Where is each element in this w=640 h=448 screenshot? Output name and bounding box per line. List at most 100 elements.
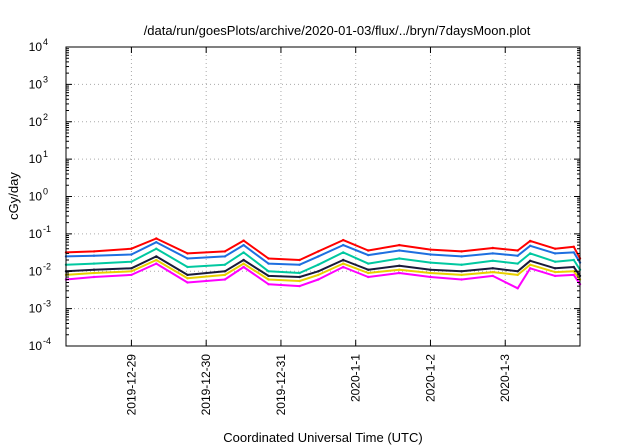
data-point <box>298 263 301 266</box>
data-point <box>491 274 494 278</box>
data-point <box>529 239 532 243</box>
data-point <box>242 239 245 242</box>
data-point <box>267 283 270 286</box>
data-point <box>186 277 189 280</box>
data-point <box>186 265 189 269</box>
y-tick-exponent: -3 <box>43 299 51 309</box>
data-point <box>342 243 345 247</box>
data-point <box>553 247 557 250</box>
data-point <box>398 264 401 267</box>
data-point <box>429 261 432 264</box>
data-point <box>398 268 401 271</box>
data-point <box>92 254 96 257</box>
y-tick-label: 10 <box>29 40 43 54</box>
data-point <box>529 263 532 266</box>
y-tick-label: 10 <box>29 302 43 316</box>
data-point <box>460 273 463 277</box>
data-point <box>460 278 463 281</box>
data-point <box>553 267 557 270</box>
data-point <box>572 265 575 269</box>
data-point <box>516 262 519 265</box>
data-point <box>130 260 133 263</box>
data-point <box>367 271 370 275</box>
data-point <box>367 268 370 271</box>
data-point <box>398 243 401 247</box>
y-tick-exponent: -2 <box>43 261 51 271</box>
data-point <box>342 258 345 262</box>
data-point <box>186 273 189 277</box>
data-point <box>242 243 245 247</box>
x-tick-label: 2019-12-31 <box>274 354 288 416</box>
data-point <box>529 267 532 270</box>
data-point <box>267 278 270 281</box>
data-point <box>155 262 158 265</box>
data-point <box>491 252 494 255</box>
data-point <box>130 267 133 270</box>
data-point <box>491 246 494 250</box>
data-point <box>491 259 494 262</box>
data-point <box>460 263 463 266</box>
data-point <box>298 258 301 262</box>
data-point <box>553 274 557 278</box>
data-point <box>155 258 158 262</box>
data-point <box>223 263 227 266</box>
data-point <box>516 287 519 290</box>
x-tick-label: 2019-12-30 <box>199 354 213 416</box>
y-axis-label: cGy/day <box>6 172 21 220</box>
data-point <box>367 262 370 265</box>
y-tick-label: 10 <box>29 264 43 278</box>
data-point <box>130 273 133 277</box>
data-point <box>317 278 320 281</box>
grid-lines <box>66 47 580 346</box>
y-tick-label: 10 <box>29 115 43 129</box>
data-point <box>317 255 320 258</box>
data-point <box>92 268 96 271</box>
y-tick-exponent: -1 <box>43 224 51 234</box>
y-tick-exponent: 2 <box>43 112 48 122</box>
data-point <box>92 262 96 265</box>
data-point <box>242 251 245 254</box>
data-point <box>429 253 432 256</box>
data-point <box>429 268 432 271</box>
data-point <box>155 247 158 250</box>
data-point <box>317 273 320 277</box>
data-point <box>267 262 270 265</box>
data-point <box>529 244 532 247</box>
data-point <box>342 262 345 265</box>
y-tick-exponent: 3 <box>43 74 48 84</box>
data-point <box>367 253 370 257</box>
x-axis-ticks: 2019-12-29 2019-12-30 2019-12-31 2020-1-1 20… <box>124 47 512 415</box>
data-point <box>398 257 401 260</box>
data-point <box>130 247 133 250</box>
data-point <box>529 259 532 262</box>
data-point <box>516 270 519 273</box>
data-point <box>553 270 557 274</box>
x-tick-label: 2020-1-1 <box>349 354 363 402</box>
data-point <box>553 260 557 263</box>
data-point <box>491 267 494 270</box>
series-group <box>64 237 582 290</box>
data-point <box>429 271 432 275</box>
data-point <box>223 250 227 253</box>
data-point <box>460 250 463 253</box>
y-tick-label: 10 <box>29 152 43 166</box>
y-tick-exponent: 4 <box>43 37 48 47</box>
data-point <box>460 255 463 258</box>
data-point <box>572 245 575 248</box>
data-point <box>242 258 245 262</box>
data-point <box>491 270 494 274</box>
data-point <box>92 275 96 279</box>
data-point <box>155 255 158 258</box>
data-point <box>398 271 401 275</box>
chart-title: /data/run/goesPlots/archive/2020-01-03/f… <box>144 23 531 38</box>
data-point <box>242 262 245 265</box>
data-point <box>267 274 270 278</box>
data-point <box>298 271 301 275</box>
data-point <box>298 279 301 283</box>
data-point <box>267 257 270 260</box>
data-point <box>92 271 96 275</box>
data-point <box>553 252 557 255</box>
x-axis-label: Coordinated Universal Time (UTC) <box>223 430 422 445</box>
x-tick-label: 2020-1-3 <box>498 354 512 402</box>
data-point <box>429 248 432 251</box>
